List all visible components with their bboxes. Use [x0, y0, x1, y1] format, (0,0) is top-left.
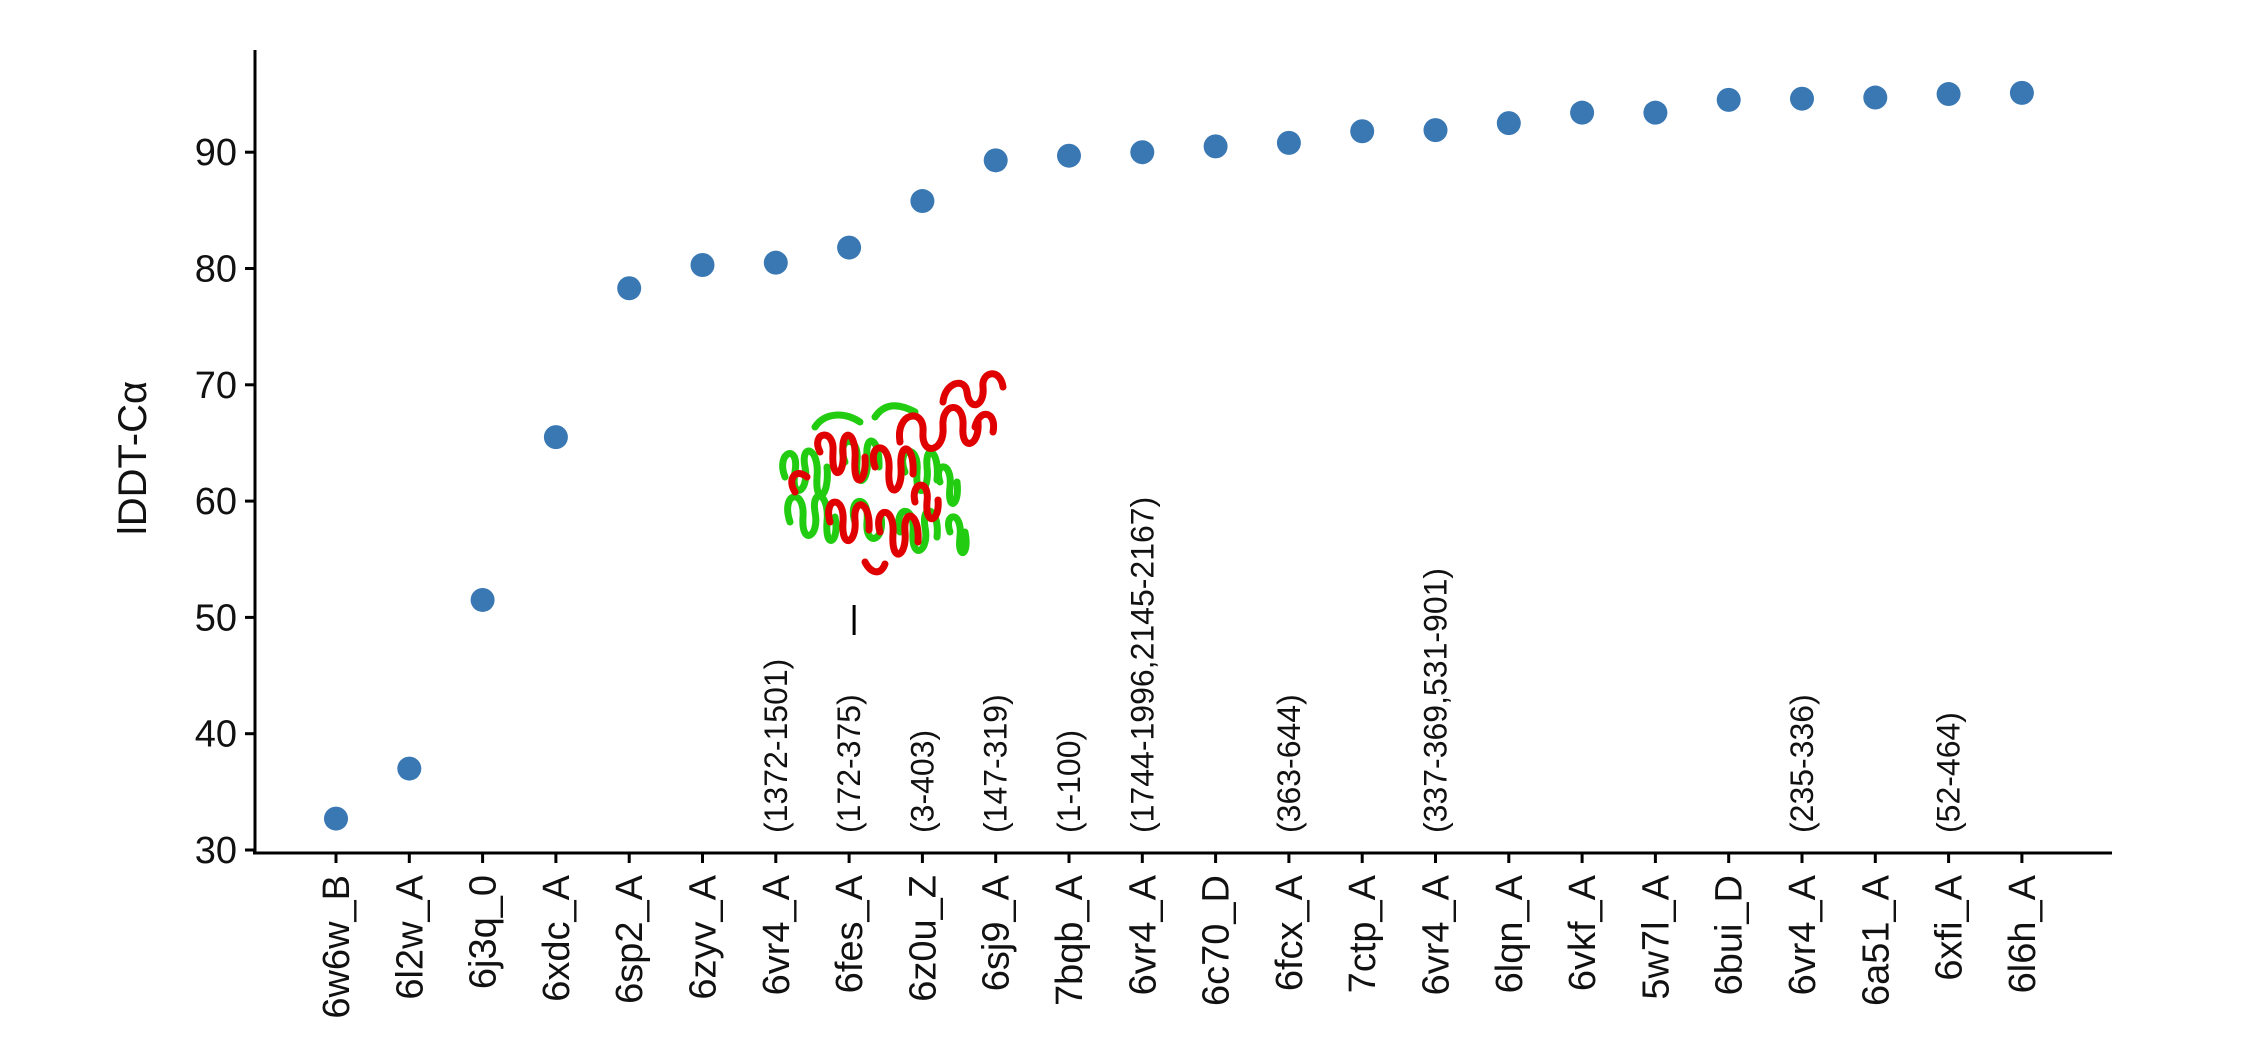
x-tick-label: 6a51_A [1855, 874, 1897, 1006]
x-tick-label: 5w7l_A [1635, 874, 1677, 999]
x-tick-label: 7ctp_A [1342, 874, 1384, 993]
x-tick-label: 6z0u_Z [902, 875, 944, 1002]
axes [253, 50, 2112, 855]
range-annotation: (363-644) [1271, 694, 1307, 833]
data-point [983, 148, 1008, 173]
data-point [1057, 143, 1081, 168]
y-tick-label: 60 [195, 481, 237, 523]
y-tick-label: 70 [195, 365, 237, 407]
x-tick-label: 6l6h_A [2002, 874, 2044, 993]
data-point [324, 806, 348, 831]
x-tick-label: 6c70_D [1196, 875, 1238, 1006]
data-point [397, 756, 422, 781]
y-axis-title: lDDT-Cα [111, 381, 155, 535]
data-point [543, 425, 568, 450]
x-tick-label: 7bqb_A [1049, 874, 1091, 1006]
data-point [1790, 86, 1814, 111]
x-ticks: 6w6w_B 6l2w_A 6j3q_0 6xdc_A 6sp2_A 6zyv_A 6vr4… [316, 853, 2044, 1019]
x-tick-label: 6w6w_B [316, 875, 358, 1019]
y-ticks: 30 40 50 60 70 80 90 [195, 132, 255, 872]
data-point [1570, 100, 1595, 125]
x-tick-label: 6fes_A [829, 874, 871, 993]
y-tick-label: 30 [195, 830, 237, 872]
y-tick-label: 40 [195, 714, 237, 756]
x-tick-label: 6sj9_A [976, 874, 1018, 991]
range-annotations: (1372-1501) (172-375) (3-403) (147-319) (1-1… [758, 497, 1967, 833]
data-point [910, 189, 935, 214]
data-point [1863, 85, 1888, 110]
range-annotation: (1744-1996,2145-2167) [1124, 497, 1160, 833]
range-annotation: (3-403) [904, 730, 940, 833]
y-tick-label: 80 [195, 249, 237, 291]
data-points [324, 80, 2034, 831]
x-tick-label: 6vr4_A [756, 874, 798, 995]
x-tick-label: 6vr4_A [1122, 874, 1164, 995]
x-tick-label: 6l2w_A [389, 874, 431, 999]
range-annotation: (147-319) [978, 694, 1014, 833]
x-tick-label: 6vr4_A [1416, 874, 1458, 995]
data-point [1936, 82, 1961, 107]
range-annotation: (1-100) [1051, 730, 1087, 833]
range-annotation: (1372-1501) [758, 659, 794, 833]
y-tick-label: 90 [195, 132, 237, 174]
data-point [1716, 87, 1741, 112]
x-tick-label: 6zyv_A [683, 874, 725, 999]
x-tick-label: 6vkf_A [1562, 874, 1604, 991]
data-point [763, 250, 788, 275]
x-tick-label: 6sp2_A [609, 874, 651, 1004]
data-point [837, 235, 862, 260]
x-tick-label: 6xfi_A [1929, 874, 1971, 980]
data-point [2009, 80, 2034, 105]
range-annotation: (235-336) [1784, 694, 1820, 833]
data-point [617, 276, 642, 301]
range-annotation: (172-375) [831, 694, 867, 833]
data-point [1276, 130, 1301, 155]
data-point [690, 253, 715, 278]
x-tick-label: 6j3q_0 [463, 875, 505, 989]
data-point [1203, 134, 1228, 159]
x-tick-label: 6xdc_A [536, 874, 578, 1001]
data-point [1496, 111, 1521, 136]
data-point [1350, 119, 1375, 144]
x-tick-label: 6bui_D [1709, 875, 1751, 995]
x-tick-label: 6lqn_A [1489, 874, 1531, 993]
x-tick-label: 6fcx_A [1269, 874, 1311, 991]
data-point [470, 587, 495, 612]
data-point [1643, 100, 1668, 125]
x-tick-label: 6vr4_A [1782, 874, 1824, 995]
data-point [1130, 140, 1155, 165]
protein-structure-icon [779, 370, 1007, 576]
y-tick-label: 50 [195, 597, 237, 639]
range-annotation: (337-369,531-901) [1418, 568, 1454, 833]
range-annotation: (52-464) [1931, 712, 1967, 833]
data-point [1423, 118, 1448, 143]
